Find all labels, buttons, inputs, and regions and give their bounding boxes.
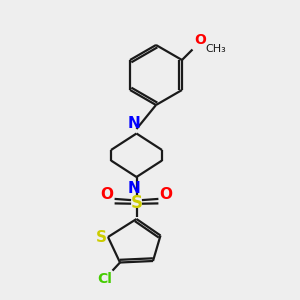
Text: N: N — [128, 181, 140, 196]
Text: S: S — [130, 194, 142, 211]
Text: N: N — [128, 116, 140, 130]
Text: Cl: Cl — [98, 272, 112, 286]
Text: CH₃: CH₃ — [205, 44, 226, 55]
Text: O: O — [100, 187, 113, 202]
Text: O: O — [160, 187, 173, 202]
Text: S: S — [96, 230, 107, 244]
Text: O: O — [194, 33, 206, 47]
